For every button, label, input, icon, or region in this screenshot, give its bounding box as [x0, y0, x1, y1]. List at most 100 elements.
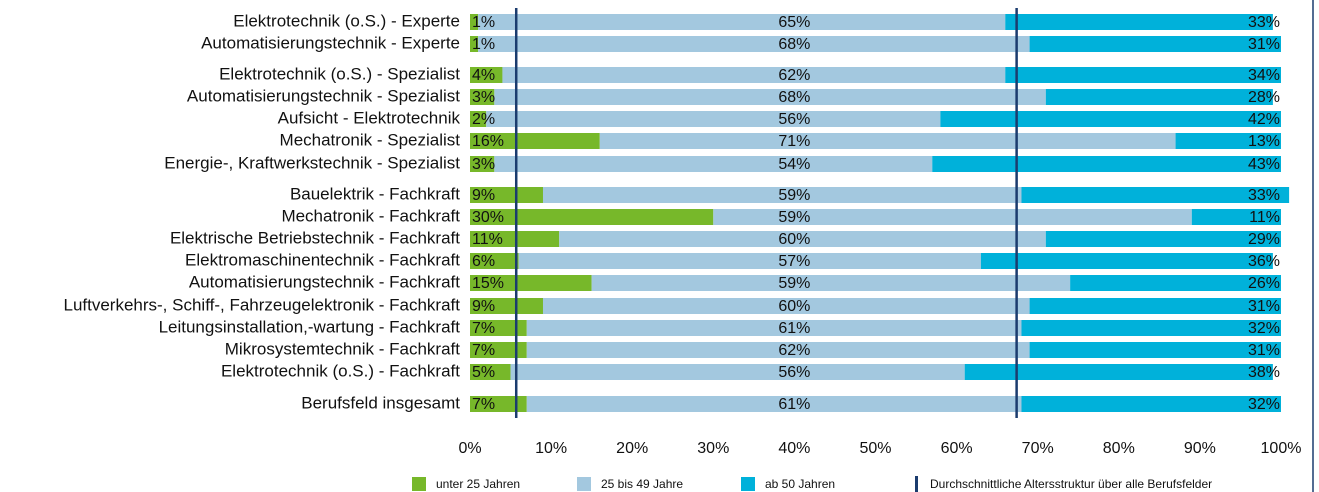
category-label: Energie-, Kraftwerkstechnik - Spezialist: [164, 153, 460, 172]
category-label: Bauelektrik - Fachkraft: [290, 184, 460, 203]
value-label: 60%: [778, 298, 810, 315]
bar-segment: [470, 320, 527, 336]
value-label: 36%: [1248, 253, 1280, 270]
value-label: 60%: [778, 231, 810, 248]
bar-segment: [470, 275, 592, 291]
value-label: 32%: [1248, 396, 1280, 413]
category-label: Luftverkehrs-, Schiff-, Fahrzeugelektron…: [63, 295, 460, 314]
value-label: 9%: [472, 298, 495, 315]
bar-segment: [470, 364, 511, 380]
bar-segment: [1191, 209, 1281, 225]
x-tick-label: 80%: [1103, 440, 1135, 457]
category-label: Aufsicht - Elektrotechnik: [278, 108, 461, 127]
legend-label: 25 bis 49 Jahre: [601, 477, 683, 491]
value-label: 5%: [472, 364, 495, 381]
value-label: 62%: [778, 67, 810, 84]
legend-label: Durchschnittliche Altersstruktur über al…: [930, 477, 1212, 491]
category-label: Automatisierungstechnik - Spezialist: [187, 86, 460, 105]
value-label: 6%: [472, 253, 495, 270]
category-label: Elektrische Betriebstechnik - Fachkraft: [170, 228, 460, 247]
bar-segment: [1045, 89, 1273, 105]
bar-segment: [518, 253, 981, 269]
value-label: 3%: [472, 89, 495, 106]
bar-segment: [591, 275, 1071, 291]
legend-label: ab 50 Jahren: [765, 477, 835, 491]
bar-segment: [940, 111, 1281, 127]
value-label: 65%: [778, 14, 810, 31]
bar-segment: [470, 156, 495, 172]
value-label: 68%: [778, 36, 810, 53]
category-label: Automatisierungstechnik - Fachkraft: [189, 272, 460, 291]
x-tick-label: 60%: [941, 440, 973, 457]
x-tick-label: 50%: [859, 440, 891, 457]
value-label: 11%: [1249, 209, 1280, 226]
bar-segment: [980, 253, 1273, 269]
value-label: 57%: [778, 253, 810, 270]
x-tick-label: 70%: [1022, 440, 1054, 457]
bar-segment: [470, 396, 527, 412]
value-label: 1%: [472, 14, 495, 31]
bar-segment: [1005, 14, 1273, 30]
bar-segment: [1029, 298, 1281, 314]
x-tick-label: 40%: [778, 440, 810, 457]
bar-segment: [542, 187, 1022, 203]
x-tick-label: 20%: [616, 440, 648, 457]
bar-segment: [1021, 396, 1281, 412]
value-label: 16%: [472, 133, 504, 150]
bar-segment: [1175, 133, 1281, 149]
bar-segment: [470, 298, 543, 314]
bar-segment: [470, 342, 527, 358]
bar-segment: [1070, 275, 1281, 291]
value-label: 32%: [1248, 320, 1280, 337]
bar-segment: [526, 396, 1022, 412]
value-label: 4%: [472, 67, 495, 84]
category-label: Elektrotechnik (o.S.) - Experte: [233, 11, 460, 30]
bar-segment: [599, 133, 1176, 149]
bar-segment: [470, 67, 503, 83]
value-label: 31%: [1248, 298, 1280, 315]
bar-segment: [1005, 67, 1281, 83]
value-label: 33%: [1248, 187, 1280, 204]
bar-segment: [470, 187, 543, 203]
x-tick-label: 0%: [458, 440, 481, 457]
category-label: Mikrosystemtechnik - Fachkraft: [225, 339, 460, 358]
category-label: Elektromaschinentechnik - Fachkraft: [185, 250, 460, 269]
value-label: 59%: [778, 209, 810, 226]
bar-segment: [494, 89, 1046, 105]
value-label: 15%: [472, 275, 504, 292]
value-label: 30%: [472, 209, 504, 226]
bar-segment: [470, 231, 560, 247]
bar-segment: [470, 89, 495, 105]
category-label: Mechatronik - Spezialist: [280, 130, 461, 149]
bar-segment: [1045, 231, 1281, 247]
value-label: 56%: [778, 364, 810, 381]
value-label: 54%: [778, 156, 810, 173]
value-label: 68%: [778, 89, 810, 106]
bar-segment: [713, 209, 1192, 225]
value-label: 59%: [778, 187, 810, 204]
bar-segment: [510, 364, 965, 380]
value-label: 71%: [778, 133, 810, 150]
value-label: 13%: [1248, 133, 1280, 150]
bar-segment: [470, 253, 519, 269]
value-label: 31%: [1248, 342, 1280, 359]
bar-segment: [470, 111, 487, 127]
bar-segment: [1029, 342, 1281, 358]
value-label: 7%: [472, 320, 495, 337]
bar-segment: [486, 111, 941, 127]
bar-segment: [494, 156, 933, 172]
value-label: 9%: [472, 187, 495, 204]
value-label: 1%: [472, 36, 495, 53]
bar-segment: [1021, 187, 1290, 203]
value-label: 29%: [1248, 231, 1280, 248]
value-label: 42%: [1248, 111, 1280, 128]
bar-segment: [964, 364, 1273, 380]
value-label: 59%: [778, 275, 810, 292]
legend-swatch: [741, 477, 755, 491]
x-tick-label: 90%: [1184, 440, 1216, 457]
bar-segment: [470, 14, 479, 30]
value-label: 61%: [778, 320, 810, 337]
bar-segment: [470, 133, 600, 149]
value-label: 3%: [472, 156, 495, 173]
value-label: 7%: [472, 396, 495, 413]
